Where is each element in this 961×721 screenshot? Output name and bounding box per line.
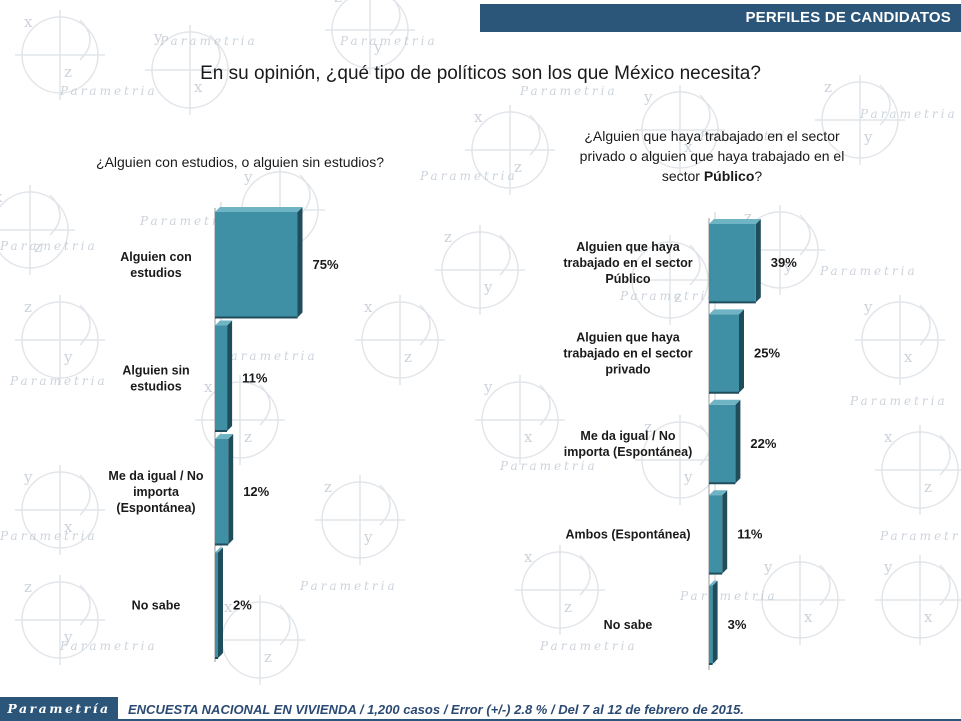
svg-text:y: y	[243, 168, 253, 186]
svg-text:Parametria: Parametria	[699, 129, 798, 143]
svg-text:y: y	[153, 28, 163, 46]
svg-text:z: z	[824, 78, 832, 96]
svg-text:z: z	[264, 648, 272, 666]
svg-text:Parametria: Parametria	[499, 459, 598, 473]
svg-text:z: z	[64, 63, 72, 81]
left-chart-question: ¿Alguien con estudios, o alguien sin est…	[96, 154, 384, 170]
svg-text:z: z	[674, 288, 682, 306]
svg-text:z: z	[324, 478, 332, 496]
svg-text:y: y	[483, 278, 493, 296]
svg-text:x: x	[0, 188, 3, 206]
svg-text:x: x	[684, 138, 693, 156]
svg-text:x: x	[364, 298, 373, 316]
svg-text:Parametria: Parametria	[539, 639, 638, 653]
svg-text:x: x	[474, 108, 483, 126]
svg-text:y: y	[863, 298, 873, 316]
svg-text:x: x	[634, 238, 643, 256]
svg-text:Parametria: Parametria	[219, 349, 318, 363]
svg-text:y: y	[863, 128, 873, 146]
svg-text:x: x	[884, 428, 893, 446]
footer-survey-note: ENCUESTA NACIONAL EN VIVIENDA / 1,200 ca…	[128, 702, 744, 717]
right-question-bold: Público	[703, 168, 755, 184]
svg-text:y: y	[483, 378, 493, 396]
svg-text:z: z	[334, 0, 342, 6]
svg-text:y: y	[883, 558, 893, 576]
svg-text:x: x	[524, 548, 533, 566]
svg-text:y: y	[63, 348, 73, 366]
svg-text:Parametria: Parametria	[339, 34, 438, 48]
svg-text:Parametria: Parametria	[59, 84, 158, 98]
svg-text:y: y	[763, 558, 773, 576]
svg-text:z: z	[24, 298, 32, 316]
svg-text:y: y	[63, 628, 73, 646]
svg-text:y: y	[783, 258, 793, 276]
svg-text:y: y	[683, 468, 693, 486]
svg-text:z: z	[644, 418, 652, 436]
svg-text:Parametria: Parametria	[419, 169, 518, 183]
svg-text:z: z	[744, 208, 752, 226]
svg-text:Parametria: Parametria	[849, 394, 948, 408]
svg-text:z: z	[444, 228, 452, 246]
svg-text:Parametria: Parametria	[519, 84, 618, 98]
svg-text:x: x	[204, 378, 213, 396]
svg-text:x: x	[524, 428, 533, 446]
right-question-line-1: ¿Alguien que haya trabajado en el sector	[584, 128, 840, 144]
svg-text:x: x	[804, 608, 813, 626]
footer-divider	[118, 719, 961, 721]
svg-text:Parametria: Parametria	[159, 34, 258, 48]
svg-text:z: z	[924, 478, 932, 496]
svg-text:Parametria: Parametria	[619, 289, 718, 303]
svg-text:Parametria: Parametria	[819, 264, 918, 278]
svg-text:z: z	[514, 158, 522, 176]
svg-text:Parametria: Parametria	[0, 239, 98, 253]
right-question-line-3: sector Público?	[552, 166, 872, 186]
svg-text:y: y	[23, 468, 33, 486]
right-question-line-2: privado o alguien que haya trabajado en …	[579, 148, 845, 164]
right-question-line-3-pre: sector	[661, 168, 704, 184]
svg-text:z: z	[34, 238, 42, 256]
svg-text:z: z	[564, 598, 572, 616]
footer	[0, 697, 961, 721]
svg-text:x: x	[64, 518, 73, 536]
svg-text:x: x	[904, 348, 913, 366]
svg-text:z: z	[404, 348, 412, 366]
svg-text:Parametria: Parametria	[139, 214, 238, 228]
svg-text:x: x	[194, 78, 203, 96]
svg-text:x: x	[924, 608, 933, 626]
svg-text:y: y	[373, 38, 383, 56]
svg-text:x: x	[224, 598, 233, 616]
svg-text:Parametria: Parametria	[679, 589, 778, 603]
footer-logo: Parametría	[0, 697, 118, 721]
svg-text:z: z	[24, 578, 32, 596]
svg-text:x: x	[24, 13, 33, 31]
header-title: PERFILES DE CANDIDATOS	[745, 9, 951, 26]
svg-text:Parametria: Parametria	[9, 374, 108, 388]
svg-text:Parametria: Parametria	[59, 639, 158, 653]
header-banner: PERFILES DE CANDIDATOS	[480, 4, 961, 32]
right-question-line-3-post: ?	[754, 168, 763, 184]
svg-text:Parametria: Parametria	[299, 579, 398, 593]
svg-text:z: z	[244, 428, 252, 446]
svg-text:y: y	[643, 88, 653, 106]
right-chart-question: ¿Alguien que haya trabajado en el sector…	[552, 126, 872, 186]
svg-text:y: y	[363, 528, 373, 546]
main-question: En su opinión, ¿qué tipo de políticos so…	[200, 63, 761, 84]
svg-text:x: x	[284, 218, 293, 236]
svg-text:Parametria: Parametria	[859, 107, 958, 121]
svg-text:Parametria: Parametria	[0, 529, 98, 543]
svg-text:Parametria: Parametria	[879, 529, 961, 543]
